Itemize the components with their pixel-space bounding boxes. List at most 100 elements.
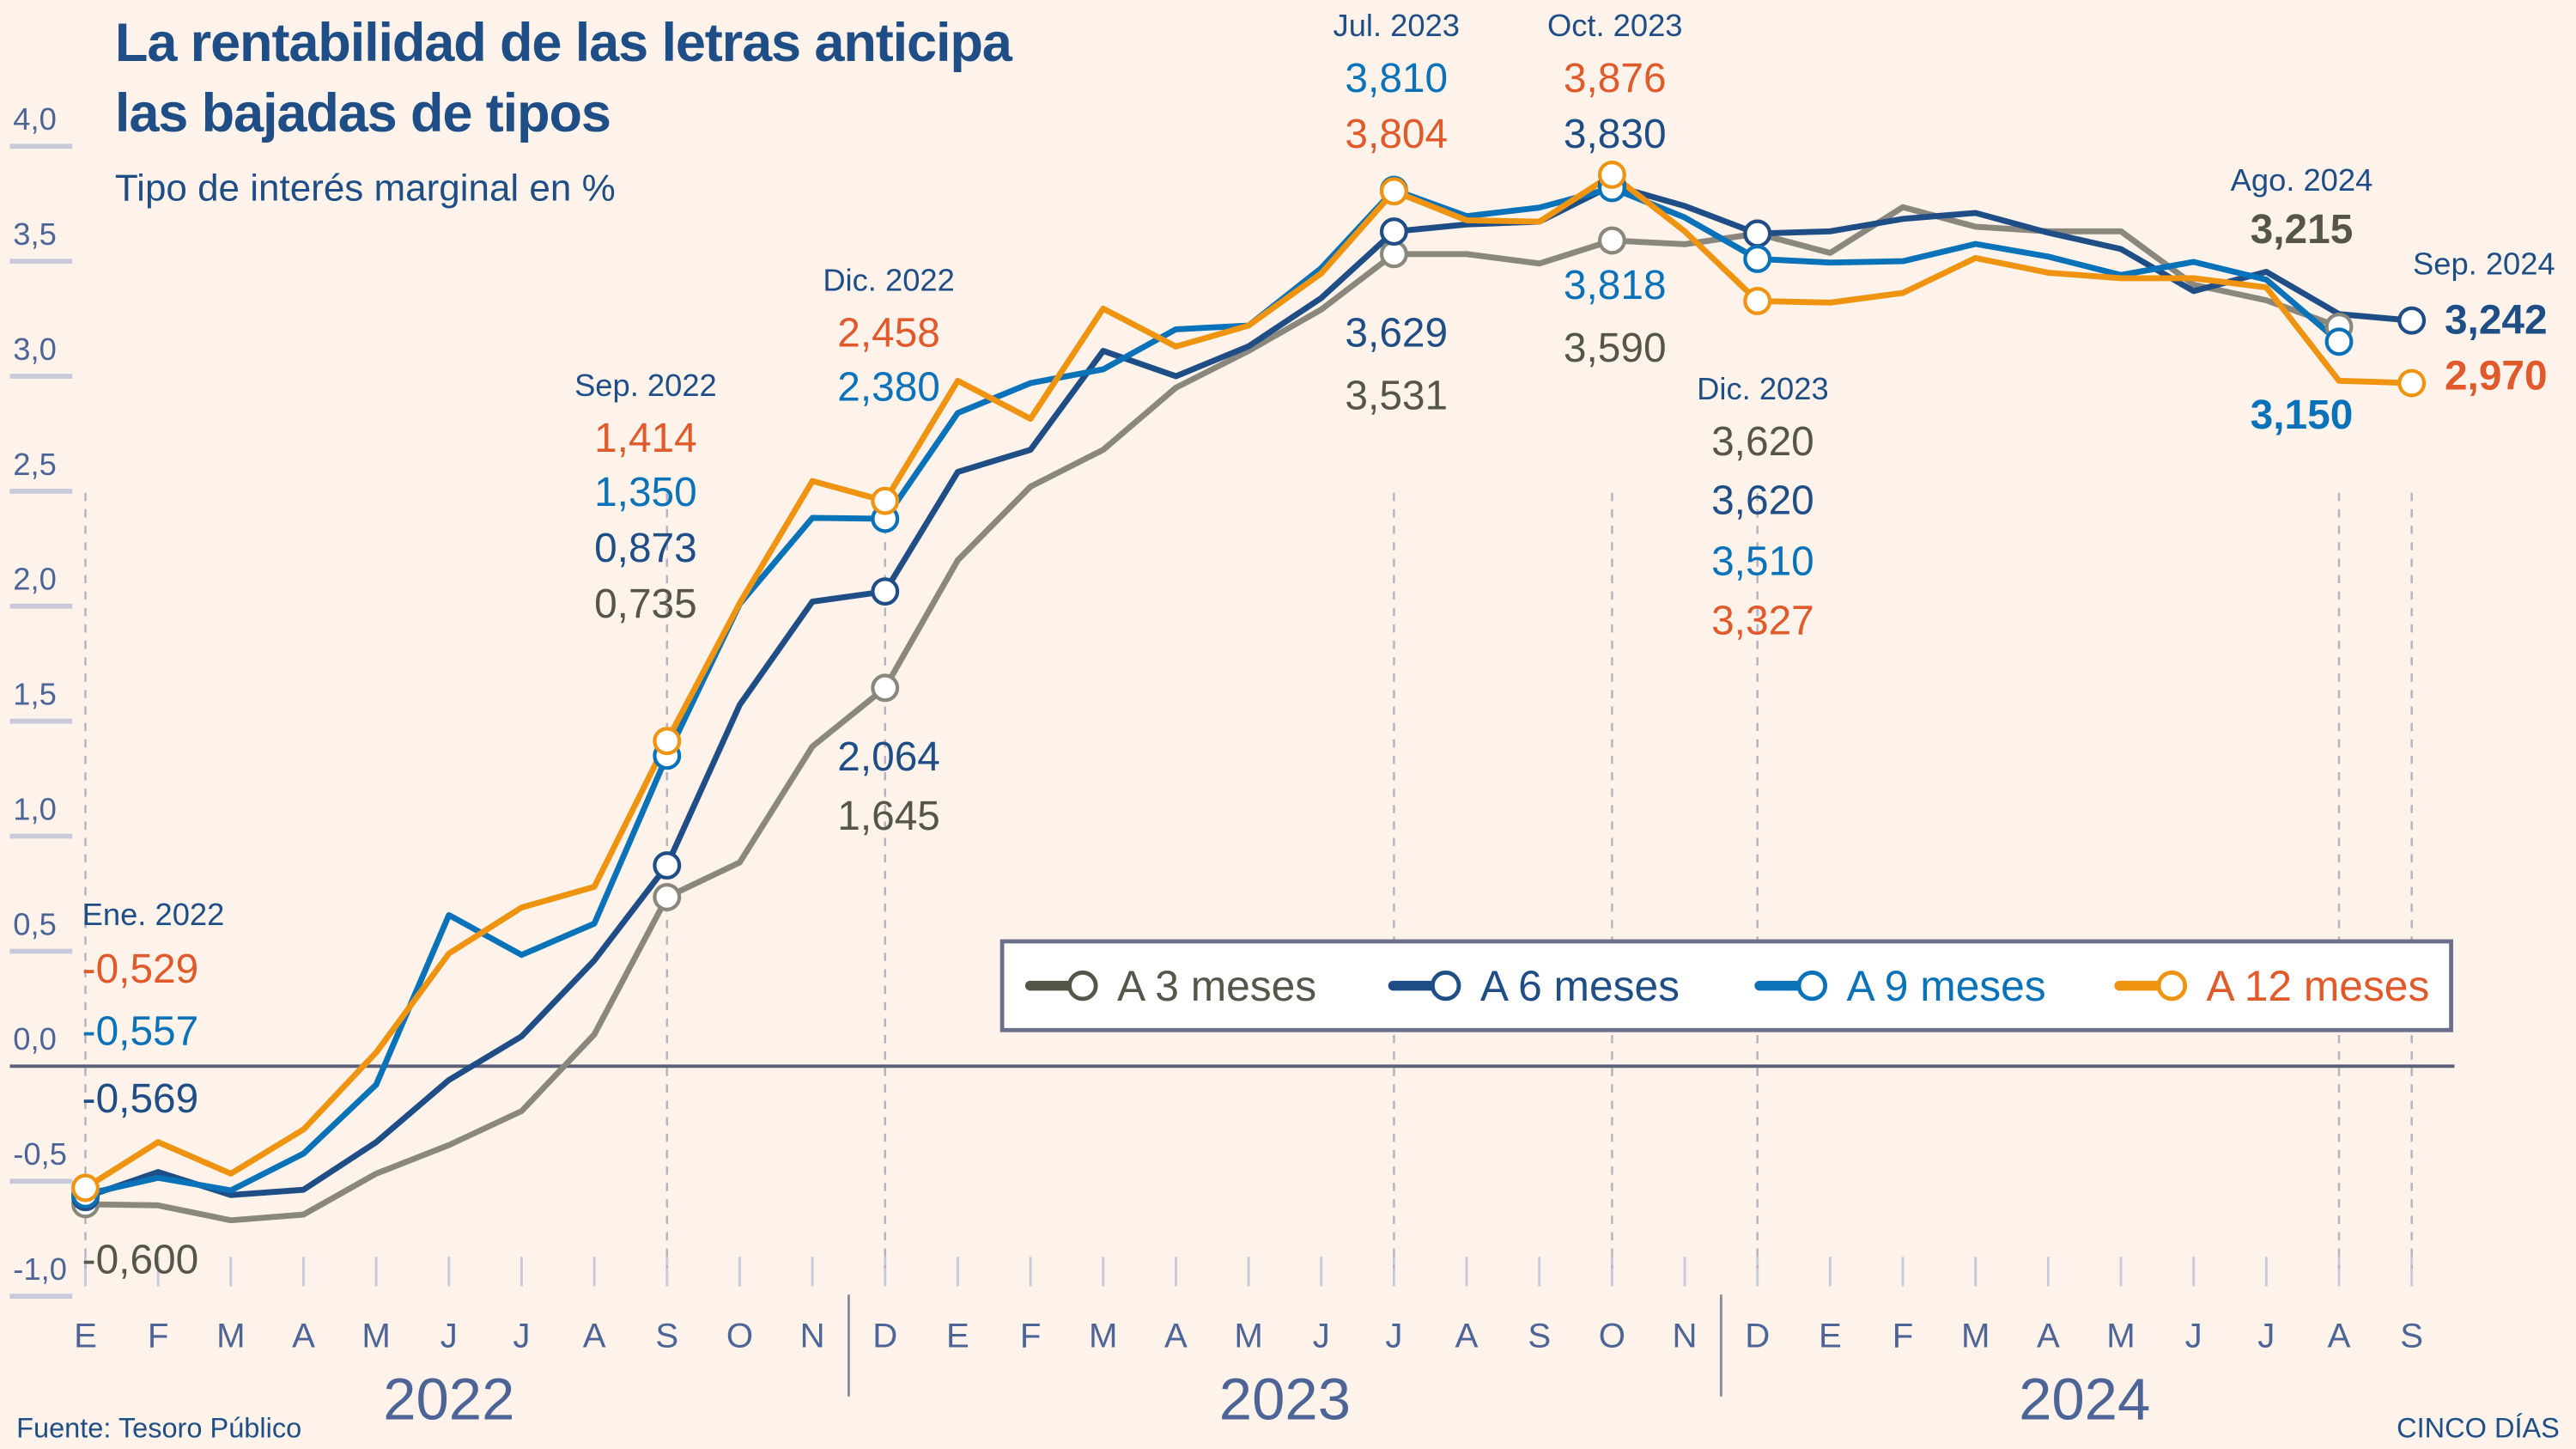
x-tick-label: J [440, 1316, 458, 1355]
x-tick-label: J [1313, 1316, 1330, 1355]
x-tick-label: A [1164, 1316, 1188, 1355]
annotation-value-12m: 1,414 [594, 416, 697, 461]
data-point-marker-12m [1379, 177, 1408, 206]
annotation-value-3m: 3,215 [2251, 207, 2354, 253]
data-point-marker-9m [2324, 327, 2354, 356]
annotation-value-6m: 3,830 [1564, 112, 1667, 157]
x-tick-label: E [946, 1316, 969, 1355]
data-point-marker-3m [871, 673, 900, 703]
annotation-date: Oct. 2023 [1547, 8, 1683, 43]
y-tick-label: 3,0 [13, 332, 57, 367]
x-tick-label: N [1673, 1316, 1698, 1355]
annotation-value-9m: 3,810 [1345, 56, 1448, 101]
annotation-date: Ene. 2022 [82, 897, 225, 932]
annotations: Ene. 2022 -0,529 -0,557 -0,569 -0,600 Sep. 20… [82, 8, 2555, 1282]
annotation-value-12m: 3,876 [1564, 56, 1667, 101]
x-tick-label: O [726, 1316, 753, 1355]
x-tick-label: N [800, 1316, 825, 1355]
annotation-value-9m: 1,350 [594, 470, 697, 515]
y-tick-label: 1,5 [13, 677, 57, 712]
annotation-value-12m: 3,327 [1711, 598, 1814, 643]
x-tick-label: F [1020, 1316, 1042, 1355]
brand-label: CINCO DÍAS [2397, 1413, 2560, 1444]
data-point-marker-12m [71, 1173, 100, 1202]
annotation-value-3m: 3,620 [1711, 419, 1814, 465]
annotation-date: Dic. 2022 [823, 263, 955, 298]
series-line-6m [82, 182, 2415, 1201]
chart-title-line-2: las bajadas de tipos [115, 83, 611, 143]
legend-label-9m: A 9 meses [1847, 962, 2046, 1010]
data-point-marker-12m [871, 486, 900, 515]
data-point-marker-12m [1743, 286, 1772, 315]
annotation-value-12m: 3,804 [1345, 112, 1448, 157]
data-point-marker-6m [653, 851, 682, 880]
y-tick-label: 4,0 [13, 101, 57, 137]
legend-marker-12m [2156, 970, 2188, 1002]
x-tick-label: S [655, 1316, 678, 1355]
x-tick-label: S [2400, 1316, 2423, 1355]
x-tick-label: E [1819, 1316, 1842, 1355]
x-tick-label: F [148, 1316, 169, 1355]
chart-subtitle: Tipo de interés marginal en % [115, 167, 616, 209]
annotation-value-3m: 0,735 [594, 581, 697, 627]
data-point-marker-6m [2397, 306, 2427, 335]
annotation-value-3m: 3,531 [1345, 373, 1448, 418]
data-point-marker-9m [1743, 244, 1772, 273]
legend-box [999, 939, 2453, 1032]
annotation-value-3m: 3,590 [1564, 326, 1667, 371]
y-tick-label: 2,0 [13, 562, 57, 597]
annotation-value-9m: -0,557 [82, 1008, 199, 1054]
data-point-marker-6m [1743, 219, 1772, 248]
chart-title-line-1: La rentabilidad de las letras anticipa [115, 13, 1013, 73]
series-line-3m [82, 204, 2342, 1224]
annotation-value-9m: 2,380 [837, 365, 940, 411]
year-label: 2023 [1219, 1367, 1351, 1433]
series-lines [82, 171, 2415, 1224]
x-tick-label: J [2185, 1316, 2202, 1355]
x-tick-label: M [361, 1316, 390, 1355]
source-label: Fuente: Tesoro Público [16, 1413, 301, 1444]
x-tick-label: M [1089, 1316, 1117, 1355]
x-axis: E F M A M J J A S O N D E F M A M J J A S O N D E F M A M J J A S 2022 202… [74, 1257, 2423, 1433]
annotation-value-6m: 0,873 [594, 526, 697, 571]
annotation-value-12m: 2,458 [837, 311, 940, 356]
x-tick-label: J [2257, 1316, 2275, 1355]
y-tick-label: 0,0 [13, 1021, 57, 1056]
annotation-date: Sep. 2022 [574, 368, 717, 403]
series-markers [71, 160, 2427, 1219]
x-tick-label: D [872, 1316, 897, 1355]
legend-marker-6m [1430, 970, 1461, 1002]
series-line-12m [82, 171, 2415, 1191]
x-tick-label: M [2106, 1316, 2135, 1355]
x-tick-label: O [1599, 1316, 1625, 1355]
data-point-marker-3m [653, 883, 682, 911]
data-point-marker-3m [1597, 226, 1626, 255]
year-label: 2022 [383, 1367, 514, 1433]
year-label: 2024 [2019, 1367, 2150, 1433]
annotation-value-9m: 3,818 [1564, 263, 1667, 308]
y-tick-label: 2,5 [13, 447, 57, 482]
x-tick-label: M [1961, 1316, 1990, 1355]
annotation-value-12m: 2,970 [2445, 353, 2548, 399]
x-tick-label: A [292, 1316, 315, 1355]
x-tick-label: J [1385, 1316, 1402, 1355]
annotation-value-6m: 3,629 [1345, 311, 1448, 356]
x-tick-label: A [2328, 1316, 2351, 1355]
annotation-value-12m: -0,529 [82, 947, 199, 992]
x-tick-label: M [1234, 1316, 1262, 1355]
y-tick-label: 1,0 [13, 791, 57, 826]
series-line-9m [82, 185, 2342, 1197]
x-tick-label: A [583, 1316, 606, 1355]
annotation-value-6m: 2,064 [837, 734, 940, 780]
x-tick-label: M [216, 1316, 245, 1355]
annotation-value-9m: 3,510 [1711, 539, 1814, 584]
y-tick-label: 3,5 [13, 216, 57, 252]
annotation-value-6m: 3,242 [2445, 297, 2548, 343]
y-tick-label: 0,5 [13, 906, 57, 941]
x-tick-label: F [1893, 1316, 1914, 1355]
annotation-value-6m: -0,569 [82, 1076, 199, 1122]
x-tick-label: D [1745, 1316, 1770, 1355]
legend-marker-9m [1796, 970, 1828, 1002]
